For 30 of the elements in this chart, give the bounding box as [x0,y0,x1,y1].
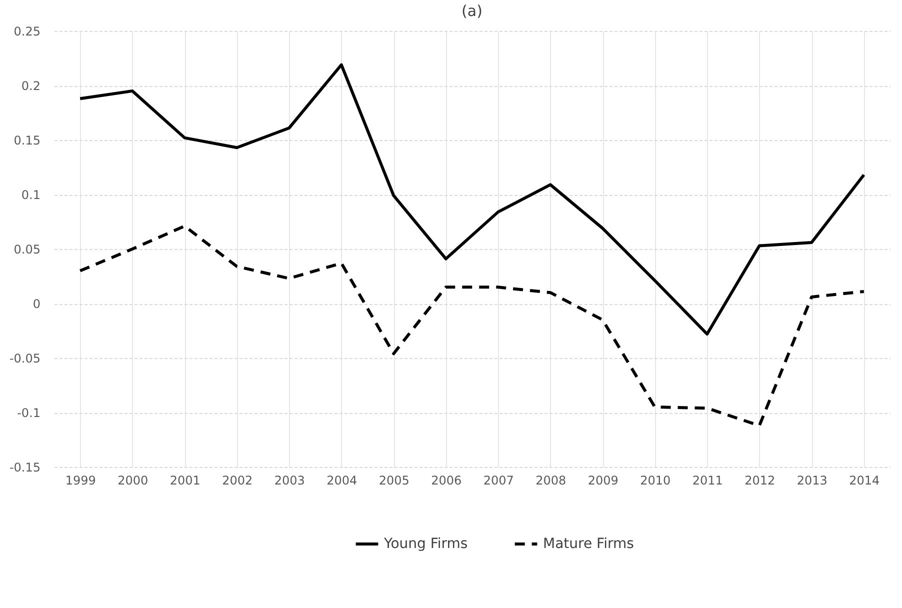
x-tick-label: 2007 [483,474,514,488]
x-tick-label: 2002 [222,474,253,488]
x-tick-label: 2011 [692,474,723,488]
x-tick-label: 1999 [65,474,96,488]
x-tick-label: 2003 [274,474,305,488]
x-tick-label: 2013 [796,474,828,488]
x-tick-label: 2000 [118,474,148,488]
x-tick-label: 2008 [536,474,566,488]
x-tick-label: 2006 [431,474,462,488]
x-tick-label: 2009 [588,474,618,488]
chart-title: (a) [462,2,482,20]
legend-label: Mature Firms [543,536,634,552]
y-tick-label: 0.2 [21,79,40,93]
y-tick-label: 0.1 [21,188,40,202]
line-series [78,63,866,336]
line-series [78,224,866,428]
y-tick-label: 0.25 [14,24,40,38]
y-tick-label: 0.15 [14,134,40,148]
x-tick-label: 2001 [170,474,200,488]
y-tick-label: -0.05 [9,352,40,366]
y-tick-label: -0.15 [9,460,40,474]
x-tick-label: 2010 [640,474,671,488]
y-tick-label: -0.1 [17,406,40,420]
y-tick-label: 0.05 [14,242,40,256]
legend-label: Young Firms [383,536,468,552]
x-tick-label: 2014 [849,474,880,488]
x-tick-label: 2004 [326,474,358,488]
x-tick-label: 2012 [744,474,776,488]
y-tick-label: 0 [32,297,40,311]
x-tick-label: 2005 [378,474,410,488]
